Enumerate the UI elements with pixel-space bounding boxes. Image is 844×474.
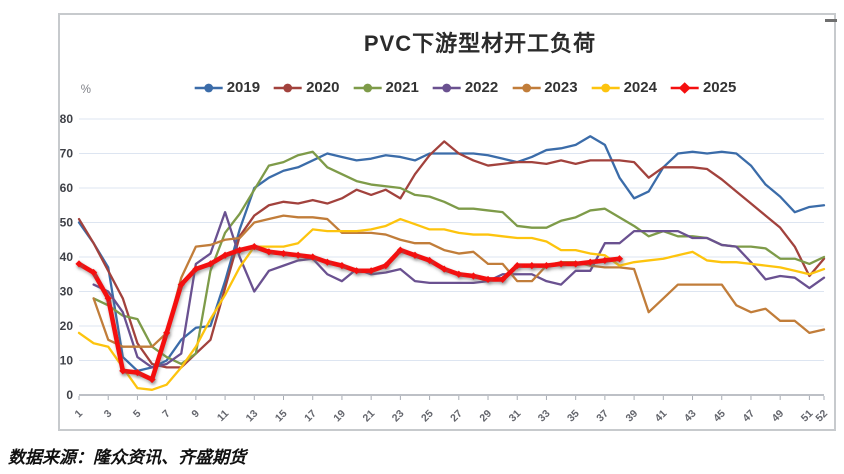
legend-label: 2024: [623, 79, 657, 96]
scrollbar-thumb-fragment[interactable]: [825, 19, 837, 22]
x-tick-label: 27: [448, 408, 465, 425]
series-line-2025: [76, 244, 622, 382]
legend-label: 2025: [702, 79, 737, 96]
legend-label: 2020: [306, 79, 340, 96]
series-markers-2025: [75, 243, 624, 384]
x-tick-label: 23: [390, 408, 407, 425]
legend-item-2022: 2022: [432, 79, 498, 96]
series-line-2020: [77, 140, 826, 369]
legend-item-2019: 2019: [194, 79, 260, 96]
legend-label: 2019: [226, 79, 261, 96]
y-axis-unit-label: %: [81, 84, 91, 96]
y-tick-label: 0: [66, 388, 73, 402]
legend-item-2023: 2023: [511, 79, 578, 96]
series-line-2022: [92, 210, 826, 369]
series-line-2023: [92, 214, 826, 348]
x-tick-label: 25: [419, 408, 436, 425]
x-tick-label: 3: [102, 408, 115, 421]
x-tick-label: 33: [536, 408, 553, 425]
y-tick-label: 80: [60, 112, 74, 126]
x-tick-label: 5: [131, 408, 144, 421]
legend-label: 2021: [385, 79, 419, 96]
data-source-note: 数据来源：隆众资讯、齐盛期货: [8, 448, 246, 467]
legend-item-2021: 2021: [352, 79, 419, 96]
chart-title: PVC下游型材开工负荷: [363, 31, 597, 56]
x-tick-label: 11: [215, 408, 231, 424]
x-tick-label: 31: [507, 408, 524, 425]
x-tick-label: 37: [594, 408, 611, 425]
series-line-2024: [77, 217, 826, 391]
y-tick-label: 70: [60, 147, 74, 161]
x-tick-label: 21: [361, 408, 378, 425]
legend-marker-2020-icon: [274, 83, 303, 92]
legend-label: 2022: [464, 79, 499, 96]
x-tick-label: 15: [273, 408, 290, 425]
y-tick-label: 10: [60, 354, 74, 368]
x-tick-label: 13: [244, 408, 261, 425]
legend-marker-2025-icon: [670, 81, 699, 94]
legend-marker-2021-icon: [353, 83, 382, 92]
x-tick-label: 29: [477, 408, 494, 425]
y-tick-label: 50: [60, 216, 74, 230]
chart-legend: 2019 2020 2021 2022 2023 2024 2025: [194, 79, 736, 96]
series-line-2019: [77, 135, 826, 373]
legend-marker-2024-icon: [591, 83, 620, 92]
x-tick-label: 39: [623, 408, 640, 425]
y-axis: 0 10 20 30 40 50 60 70 80: [60, 112, 824, 402]
x-tick-label: 52: [813, 408, 830, 425]
x-axis: 1 3 5 7 9 11 13 15 17 19 21 23 25 27 29 31 33 35 37 39 41 43 4…: [73, 396, 830, 425]
x-tick-label: 17: [302, 408, 319, 425]
x-tick-label: 49: [770, 408, 787, 425]
x-tick-label: 45: [711, 408, 728, 425]
legend-item-2024: 2024: [591, 79, 657, 96]
y-tick-label: 40: [60, 250, 74, 264]
x-tick-label: 41: [653, 408, 670, 425]
x-tick-label: 47: [740, 408, 757, 425]
x-tick-label: 7: [160, 408, 173, 421]
legend-marker-2022-icon: [432, 83, 461, 92]
y-tick-label: 20: [60, 319, 74, 333]
legend-item-2025: 2025: [670, 79, 736, 96]
legend-marker-2023-icon: [512, 83, 541, 92]
x-tick-label: 35: [565, 408, 582, 425]
x-tick-label: 19: [331, 408, 348, 425]
x-tick-label: 1: [73, 408, 86, 421]
x-tick-label: 43: [682, 408, 699, 425]
legend-item-2020: 2020: [273, 79, 339, 96]
x-tick-label: 9: [189, 408, 202, 421]
y-tick-label: 60: [60, 181, 74, 195]
y-tick-label: 30: [60, 285, 74, 299]
legend-label: 2023: [544, 79, 578, 96]
legend-marker-2019-icon: [194, 83, 223, 92]
